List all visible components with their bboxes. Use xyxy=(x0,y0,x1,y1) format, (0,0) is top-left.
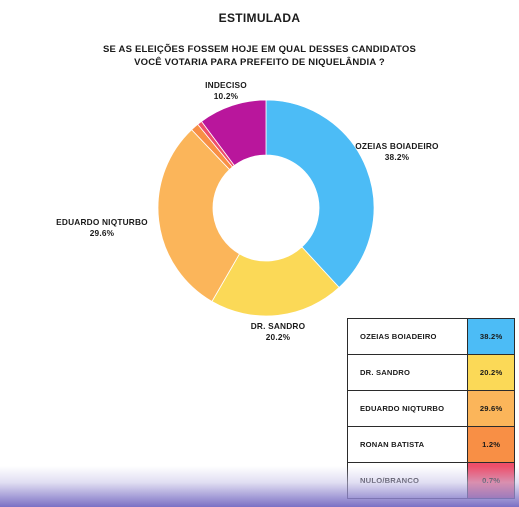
slice-label-sandro: DR. SANDRO 20.2% xyxy=(238,321,318,343)
table-row: NULO/BRANCO 0.7% xyxy=(346,462,515,499)
slice-label-indeciso-value: 10.2% xyxy=(213,91,239,101)
table-cell-percentage: 1.2% xyxy=(467,426,515,463)
slice-label-eduardo-name: EDUARDO NIQTURBO xyxy=(56,217,148,227)
table-cell-percentage: 0.7% xyxy=(467,462,515,499)
table-cell-percentage: 20.2% xyxy=(467,354,515,391)
table-row: OZEIAS BOIADEIRO 38.2% xyxy=(346,318,515,355)
table-cell-candidate: EDUARDO NIQTURBO xyxy=(346,390,469,427)
table-row: DR. SANDRO 20.2% xyxy=(346,354,515,391)
slice-label-eduardo-value: 29.6% xyxy=(89,228,115,238)
slice-label-sandro-value: 20.2% xyxy=(265,332,291,342)
table-cell-percentage: 38.2% xyxy=(467,318,515,355)
slice-label-indeciso-name: INDECISO xyxy=(205,80,247,90)
donut-slice-eduardo-niqturbo xyxy=(157,129,241,303)
question-line-1: SE AS ELEIÇÕES FOSSEM HOJE EM QUAL DESSE… xyxy=(102,44,417,55)
question-line-2: VOCÊ VOTARIA PARA PREFEITO DE NIQUELÂNDI… xyxy=(134,57,385,68)
table-cell-candidate: DR. SANDRO xyxy=(346,354,469,391)
slice-label-indeciso: INDECISO 10.2% xyxy=(198,80,254,102)
chart-heading: ESTIMULADA xyxy=(218,11,301,25)
results-table: OZEIAS BOIADEIRO 38.2% DR. SANDRO 20.2% EDUA… xyxy=(346,318,515,499)
table-cell-candidate: RONAN BATISTA xyxy=(346,426,469,463)
slice-label-ozeias: OZEIAS BOIADEIRO 38.2% xyxy=(352,141,442,163)
donut-slice-indeciso xyxy=(200,99,267,167)
slice-label-eduardo: EDUARDO NIQTURBO 29.6% xyxy=(54,217,150,239)
slice-label-sandro-name: DR. SANDRO xyxy=(250,321,306,331)
table-cell-percentage: 29.6% xyxy=(467,390,515,427)
donut-slice-ozeias-boiadeiro xyxy=(265,99,375,289)
chart-question: SE AS ELEIÇÕES FOSSEM HOJE EM QUAL DESSE… xyxy=(0,43,519,69)
table-row: EDUARDO NIQTURBO 29.6% xyxy=(346,390,515,427)
table-cell-candidate: NULO/BRANCO xyxy=(346,462,469,499)
slice-label-ozeias-name: OZEIAS BOIADEIRO xyxy=(355,141,439,151)
slice-label-ozeias-value: 38.2% xyxy=(384,152,410,162)
table-cell-candidate: OZEIAS BOIADEIRO xyxy=(346,318,469,355)
table-row: RONAN BATISTA 1.2% xyxy=(346,426,515,463)
